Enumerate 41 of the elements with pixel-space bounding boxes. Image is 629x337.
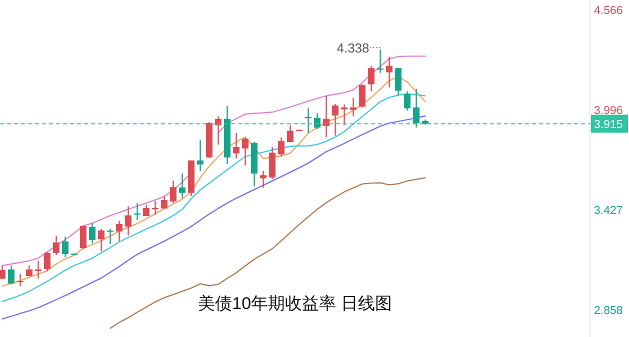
candlestick (332, 103, 339, 136)
candlestick (44, 251, 50, 272)
candlestick (278, 136, 285, 158)
candlestick (53, 235, 60, 256)
candlestick (404, 90, 411, 112)
candlestick (242, 136, 249, 166)
line-series (110, 177, 426, 329)
candlestick (386, 56, 393, 88)
candlestick (0, 264, 6, 280)
candlestick (107, 228, 114, 245)
candlestick (8, 264, 14, 284)
text: 美债10年期收益率 日线图 (198, 294, 392, 313)
y-tick-label: 3.427 (594, 204, 623, 217)
candlestick (62, 236, 68, 258)
y-tick-label: 2.858 (594, 304, 623, 317)
candlestick (89, 222, 96, 244)
candlestick (350, 97, 357, 117)
candlestick (323, 95, 330, 138)
candlestick (125, 206, 132, 236)
annotation: 4.338 (336, 40, 370, 56)
candlestick (161, 195, 168, 210)
candlestick (359, 84, 366, 108)
candlestick (233, 132, 240, 160)
candlestick (170, 180, 177, 204)
candlestick (314, 112, 321, 130)
candlestick (80, 224, 86, 250)
candlestick (197, 139, 204, 172)
candlestick (260, 170, 267, 188)
candlestick (368, 65, 375, 92)
candlestick (98, 228, 104, 252)
candlestick (341, 104, 348, 126)
candlestick (116, 220, 122, 242)
candlestick (413, 88, 420, 128)
candlestick (287, 124, 294, 143)
candlestick (179, 172, 186, 199)
y-tick-label: 3.996 (594, 105, 623, 118)
candlestick (35, 260, 42, 280)
candlestick (395, 66, 402, 96)
y-tick-label: 4.566 (594, 4, 623, 17)
candlestick (215, 116, 222, 146)
ref-line-label: 3.915 (594, 119, 623, 132)
